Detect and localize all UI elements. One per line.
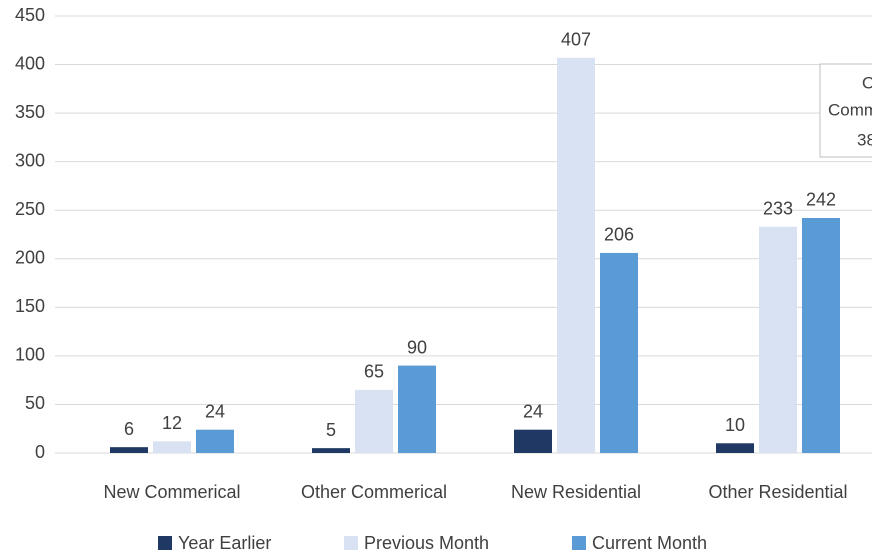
bar: [355, 389, 393, 453]
y-tick-label: 100: [15, 345, 45, 365]
y-tick-label: 200: [15, 248, 45, 268]
legend-label: Current Month: [592, 533, 707, 553]
data-label: 24: [205, 401, 225, 421]
y-tick-label: 400: [15, 53, 45, 73]
x-tick-label: Other Residential: [708, 482, 847, 502]
y-tick-label: 350: [15, 102, 45, 122]
bar: [557, 57, 595, 453]
legend-label: Year Earlier: [178, 533, 271, 553]
bar: [312, 448, 350, 453]
annotation-box: [819, 63, 872, 158]
legend-swatch: [572, 536, 586, 550]
bar: [110, 447, 148, 453]
bar: [716, 443, 754, 453]
y-tick-label: 450: [15, 5, 45, 25]
data-label: 407: [561, 30, 591, 50]
x-tick-label: New Residential: [511, 482, 641, 502]
x-tick-label: Other Commerical: [301, 482, 447, 502]
y-tick-label: 250: [15, 199, 45, 219]
bar: [398, 365, 436, 453]
data-label: 65: [364, 362, 384, 382]
y-tick-label: 150: [15, 296, 45, 316]
y-tick-label: 300: [15, 150, 45, 170]
data-label: 6: [124, 419, 134, 439]
legend-swatch: [158, 536, 172, 550]
bar: [196, 429, 234, 453]
bar: [759, 226, 797, 453]
x-tick-label: New Commerical: [103, 482, 240, 502]
legend-swatch: [344, 536, 358, 550]
bar: [600, 252, 638, 453]
data-label: 10: [725, 415, 745, 435]
data-label: 242: [806, 190, 836, 210]
bar: [514, 429, 552, 453]
data-label: 5: [326, 420, 336, 440]
annotation-text: 38: [857, 130, 872, 149]
data-label: 24: [523, 401, 543, 421]
bar: [153, 441, 191, 453]
data-label: 206: [604, 225, 634, 245]
data-label: 233: [763, 198, 793, 218]
data-label: 90: [407, 337, 427, 357]
annotation-text: Comm: [828, 100, 872, 119]
legend-label: Previous Month: [364, 533, 489, 553]
data-label: 12: [162, 413, 182, 433]
bar: [802, 217, 840, 453]
annotation-text: O: [862, 73, 872, 92]
y-tick-label: 0: [35, 442, 45, 462]
y-tick-label: 50: [25, 393, 45, 413]
